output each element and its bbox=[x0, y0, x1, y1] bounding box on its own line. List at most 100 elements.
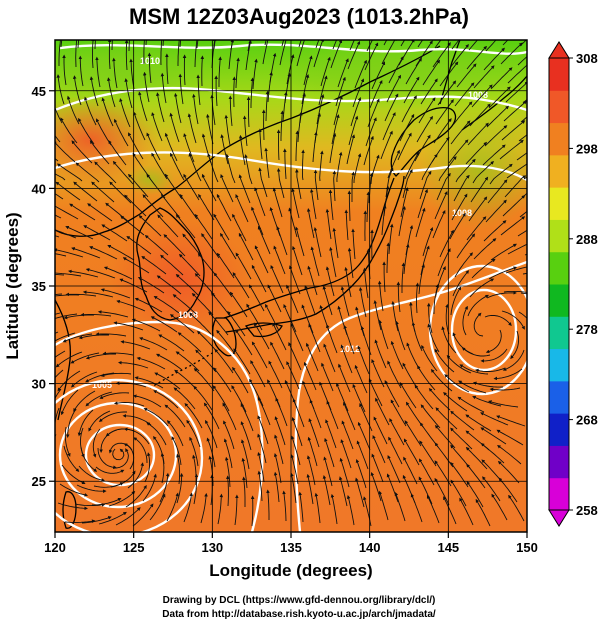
streamline bbox=[275, 397, 288, 427]
streamline bbox=[401, 95, 417, 123]
streamline bbox=[331, 114, 340, 145]
streamline bbox=[434, 424, 456, 449]
streamline bbox=[267, 284, 282, 313]
isobar-label: 1010 bbox=[140, 56, 160, 66]
streamline bbox=[128, 40, 130, 52]
streamline bbox=[404, 420, 422, 447]
streamline bbox=[386, 74, 401, 103]
streamline bbox=[142, 194, 164, 218]
streamline bbox=[95, 466, 125, 474]
streamline bbox=[149, 493, 166, 521]
streamline bbox=[55, 351, 83, 368]
streamline bbox=[184, 402, 203, 429]
streamline bbox=[516, 152, 527, 161]
streamline bbox=[485, 329, 502, 354]
streamline bbox=[518, 311, 527, 319]
streamline bbox=[422, 227, 434, 257]
streamline bbox=[422, 59, 441, 86]
streamline bbox=[55, 173, 66, 181]
streamline bbox=[382, 112, 396, 141]
streamline bbox=[382, 261, 386, 293]
streamline bbox=[290, 454, 299, 485]
streamline bbox=[57, 370, 81, 392]
streamline bbox=[138, 91, 148, 122]
streamline bbox=[445, 303, 450, 335]
streamline bbox=[388, 223, 394, 255]
streamline bbox=[480, 412, 509, 426]
streamline bbox=[265, 90, 270, 122]
colorbar-frame bbox=[548, 57, 570, 511]
streamline bbox=[164, 173, 183, 200]
streamline bbox=[466, 216, 487, 241]
streamline bbox=[279, 40, 287, 66]
streamline bbox=[153, 390, 179, 409]
y-axis-label: Latitude (degrees) bbox=[3, 212, 22, 359]
colorbar-segment bbox=[549, 58, 569, 91]
colorbar-segment bbox=[549, 90, 569, 124]
mainland-coast bbox=[55, 45, 441, 237]
streamline bbox=[176, 453, 181, 485]
streamline bbox=[55, 253, 67, 257]
streamline bbox=[330, 493, 338, 525]
streamline bbox=[335, 76, 346, 107]
streamline bbox=[502, 349, 525, 371]
streamline bbox=[247, 40, 251, 52]
streamline bbox=[480, 348, 508, 363]
streamline bbox=[286, 54, 295, 85]
streamline bbox=[431, 136, 450, 163]
streamline bbox=[223, 420, 235, 450]
streamline bbox=[307, 436, 318, 467]
streamline bbox=[491, 493, 508, 521]
streamline bbox=[238, 174, 251, 204]
streamline bbox=[208, 311, 229, 336]
streamline bbox=[223, 438, 233, 469]
streamline bbox=[179, 193, 198, 220]
streamline bbox=[370, 472, 382, 502]
streamline bbox=[94, 40, 96, 50]
streamline bbox=[356, 440, 369, 470]
streamline bbox=[84, 96, 97, 126]
streamline bbox=[218, 56, 222, 87]
y-axis-ticks: 25 30 35 40 45 bbox=[32, 84, 55, 489]
cool-patch bbox=[125, 165, 175, 195]
streamline bbox=[340, 439, 352, 469]
streamline bbox=[267, 71, 273, 103]
streamline bbox=[517, 229, 527, 237]
streamline bbox=[69, 203, 96, 221]
streamline bbox=[351, 228, 356, 260]
streamline bbox=[510, 330, 520, 360]
streamline bbox=[333, 95, 343, 126]
streamline bbox=[500, 216, 526, 236]
streamline bbox=[177, 40, 180, 66]
colorbar-tick-label: 288 bbox=[576, 232, 598, 247]
streamline bbox=[375, 397, 390, 426]
streamline bbox=[254, 245, 269, 274]
streamline bbox=[56, 74, 65, 105]
streamline bbox=[193, 385, 213, 411]
streamline bbox=[73, 390, 96, 412]
streamline bbox=[249, 378, 264, 407]
streamline bbox=[301, 304, 314, 334]
streamline bbox=[131, 318, 161, 332]
streamline bbox=[217, 493, 224, 525]
streamline bbox=[77, 40, 80, 49]
streamline bbox=[118, 360, 149, 369]
warm-patch bbox=[110, 220, 250, 340]
streamline bbox=[107, 244, 135, 261]
streamline bbox=[419, 170, 432, 200]
streamline bbox=[386, 473, 399, 503]
streamline bbox=[313, 40, 325, 68]
streamline bbox=[200, 55, 205, 87]
streamline bbox=[213, 40, 216, 50]
streamline bbox=[160, 40, 163, 66]
sakhalin-coast bbox=[439, 40, 461, 105]
streamline bbox=[280, 110, 285, 141]
streamline bbox=[488, 400, 519, 408]
streamline bbox=[124, 78, 133, 109]
streamline bbox=[470, 176, 489, 203]
streamline bbox=[292, 398, 305, 428]
streamline bbox=[319, 150, 324, 182]
streamline bbox=[92, 428, 101, 458]
streamline bbox=[415, 207, 426, 238]
isobar-line bbox=[294, 260, 527, 532]
